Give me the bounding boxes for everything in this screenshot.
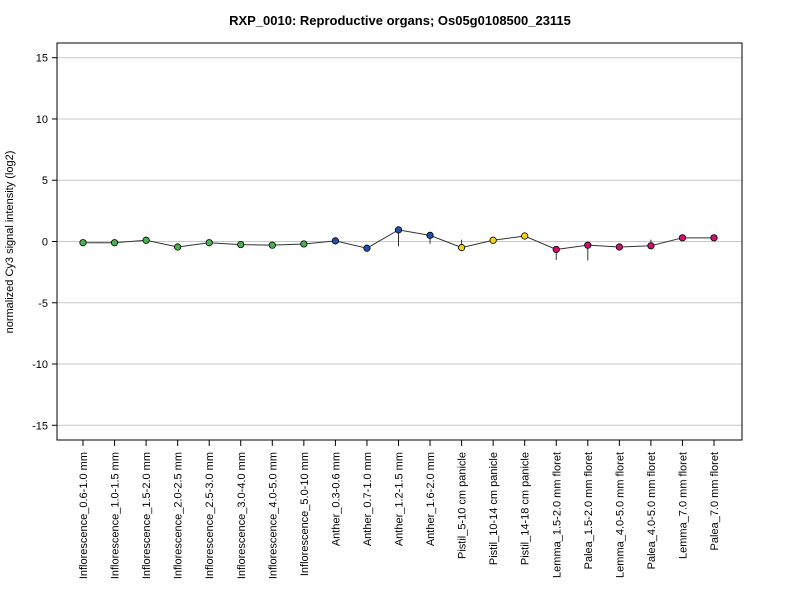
y-tick-label: 15 [36, 53, 48, 65]
data-point [552, 245, 560, 254]
x-tick-label: Anther_0.3-0.6 mm [330, 452, 342, 546]
x-tick-label: Inflorescence_5.0-10 mm [299, 452, 311, 576]
grid-lines [57, 57, 742, 426]
x-axis: Inflorescence_0.6-1.0 mm Inflorescence_1.… [78, 440, 721, 579]
data-point [426, 231, 434, 239]
data-point [615, 243, 623, 251]
data-point [521, 232, 529, 240]
data-point [205, 239, 213, 247]
x-tick-label: Palea_7.0 mm floret [709, 452, 721, 550]
data-point [174, 243, 182, 251]
y-axis: 15 10 5 0 -5 -10 -15 [32, 53, 57, 432]
x-tick-label: Inflorescence_3.0-4.0 mm [236, 452, 248, 579]
data-point [584, 241, 592, 249]
data-point [457, 244, 466, 252]
y-tick-label: -15 [32, 420, 48, 432]
data-point [237, 240, 245, 249]
x-tick-label: Pistil_14-18 cm panicle [520, 452, 532, 565]
data-point [268, 241, 276, 249]
data-point [678, 234, 687, 242]
x-tick-label: Lemma_7.0 mm floret [677, 452, 689, 559]
series [79, 226, 718, 261]
x-tick-label: Pistil_5-10 cm panicle [457, 452, 469, 559]
x-tick-label: Anther_0.7-1.0 mm [362, 452, 374, 546]
x-tick-label: Palea_4.0-5.0 mm floret [646, 452, 658, 569]
y-tick-label: 10 [36, 114, 48, 126]
y-tick-label: 5 [42, 175, 48, 187]
x-tick-label: Anther_1.6-2.0 mm [425, 452, 437, 546]
x-tick-label: Inflorescence_1.5-2.0 mm [141, 452, 153, 579]
y-tick-label: 0 [42, 237, 48, 249]
data-point [489, 236, 497, 244]
chart-title: RXP_0010: Reproductive organs; Os05g0108… [229, 13, 571, 28]
data-point [363, 244, 371, 252]
y-tick-label: -10 [32, 359, 48, 371]
data-point [647, 242, 655, 250]
x-tick-label: Lemma_4.0-5.0 mm floret [614, 452, 626, 578]
x-tick-label: Pistil_10-14 cm panicle [488, 452, 500, 565]
data-point [79, 239, 87, 247]
x-tick-label: Lemma_1.5-2.0 mm floret [551, 452, 563, 578]
data-point [110, 239, 119, 247]
data-point [331, 237, 339, 245]
data-point [710, 234, 718, 242]
data-point [394, 226, 403, 234]
x-tick-label: Inflorescence_1.0-1.5 mm [110, 452, 122, 579]
x-tick-label: Anther_1.2-1.5 mm [394, 452, 406, 546]
x-tick-label: Inflorescence_2.0-2.5 mm [173, 452, 185, 579]
y-axis-label: normalized Cy3 signal intensity (log2) [4, 151, 16, 334]
x-tick-label: Inflorescence_2.5-3.0 mm [204, 452, 216, 579]
x-tick-label: Inflorescence_0.6-1.0 mm [78, 452, 90, 579]
x-tick-label: Inflorescence_4.0-5.0 mm [267, 452, 279, 579]
y-tick-label: -5 [38, 298, 48, 310]
data-point [300, 240, 308, 248]
x-tick-label: Palea_1.5-2.0 mm floret [583, 452, 595, 569]
data-point [142, 236, 150, 244]
